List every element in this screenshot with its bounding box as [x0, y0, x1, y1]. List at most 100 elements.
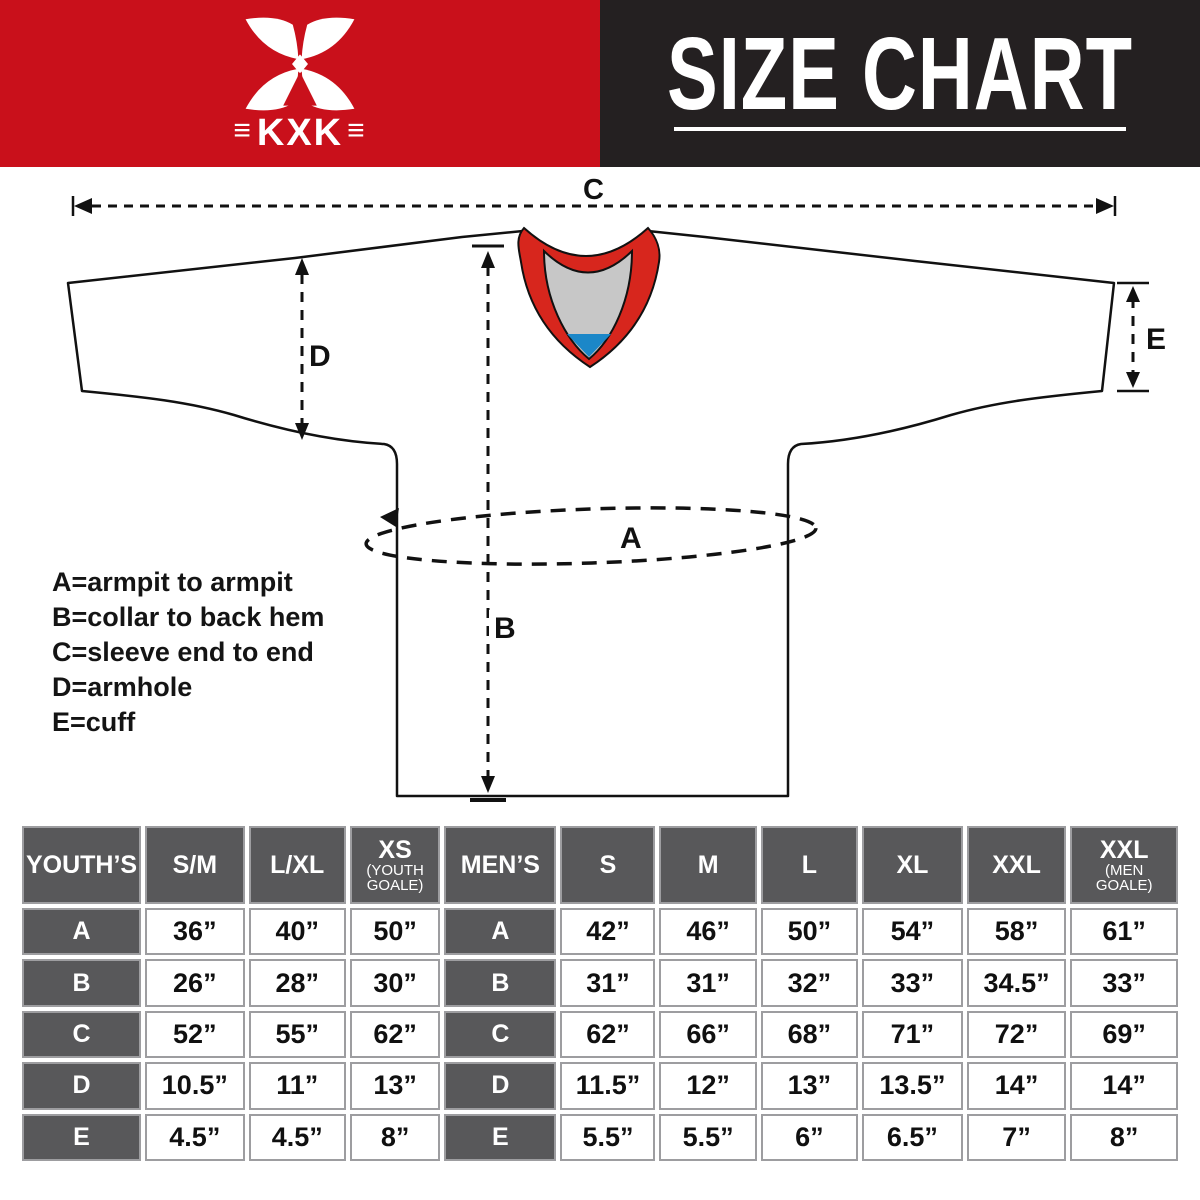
row-label: E: [22, 1113, 142, 1161]
table-cell: 33”: [862, 959, 963, 1007]
table-cell: 69”: [1070, 1010, 1178, 1059]
collar-insert: [567, 334, 611, 357]
table-cell: 40”: [248, 908, 346, 956]
row-label: E: [444, 1113, 557, 1161]
marker-a: A: [620, 522, 642, 555]
table-cell: 13.5”: [862, 1062, 963, 1110]
table-cell: 7”: [966, 1113, 1067, 1161]
legend-line-d: D=armhole: [52, 672, 192, 702]
table-cell: 4.5”: [145, 1113, 245, 1161]
logo-word: KXK: [256, 111, 344, 154]
table-cell: 50”: [760, 908, 859, 956]
col-header-m: M: [659, 826, 757, 904]
table-cell: 14”: [966, 1062, 1067, 1110]
table-cell: 30”: [349, 959, 441, 1007]
legend-line-e: E=cuff: [52, 707, 136, 737]
size-table: YOUTH’S S/M L/XL XS (YOUTH GOALE) MEN’S …: [18, 822, 1182, 1165]
legend-line-c: C=sleeve end to end: [52, 637, 314, 667]
table-cell: 34.5”: [966, 959, 1067, 1007]
table-cell: 62”: [349, 1010, 441, 1059]
header-banner: ≡ KXK ≡ SIZE CHART: [0, 0, 1200, 167]
col-header-mens: MEN’S: [444, 826, 557, 904]
kxk-logo-mark: [245, 17, 355, 110]
page-title: SIZE CHART: [667, 16, 1133, 132]
table-cell: 46”: [659, 908, 757, 956]
col-header-xl: XL: [862, 826, 963, 904]
table-cell: 62”: [560, 1010, 656, 1059]
table-cell: 8”: [1070, 1113, 1178, 1161]
row-label: B: [444, 959, 557, 1007]
row-label: C: [444, 1010, 557, 1059]
measurement-arrow-e: [1117, 281, 1149, 393]
legend-line-b: B=collar to back hem: [52, 602, 324, 632]
marker-b: B: [494, 612, 516, 645]
table-row-d: D 10.5” 11” 13” D 11.5” 12” 13” 13.5” 14…: [22, 1062, 1178, 1110]
table-cell: 55”: [248, 1010, 346, 1059]
col-header-l: L: [760, 826, 859, 904]
size-table-wrap: YOUTH’S S/M L/XL XS (YOUTH GOALE) MEN’S …: [18, 822, 1182, 1165]
table-cell: 8”: [349, 1113, 441, 1161]
row-label: C: [22, 1010, 142, 1059]
table-cell: 13”: [760, 1062, 859, 1110]
col-header-xxl: XXL: [966, 826, 1067, 904]
col-header-s: S: [560, 826, 656, 904]
table-cell: 66”: [659, 1010, 757, 1059]
table-cell: 28”: [248, 959, 346, 1007]
measurement-arrow-b: [470, 244, 506, 802]
table-cell: 36”: [145, 908, 245, 956]
brand-banner: ≡ KXK ≡: [0, 0, 600, 167]
marker-c: C: [583, 174, 604, 206]
table-cell: 58”: [966, 908, 1067, 956]
table-cell: 31”: [659, 959, 757, 1007]
col-header-lxl: L/XL: [248, 826, 346, 904]
marker-e: E: [1146, 323, 1166, 356]
table-cell: 13”: [349, 1062, 441, 1110]
table-cell: 11.5”: [560, 1062, 656, 1110]
table-cell: 32”: [760, 959, 859, 1007]
table-header-row: YOUTH’S S/M L/XL XS (YOUTH GOALE) MEN’S …: [22, 826, 1178, 904]
table-cell: 33”: [1070, 959, 1178, 1007]
marker-a-backing: [612, 518, 654, 552]
row-label: A: [22, 908, 142, 956]
table-cell: 5.5”: [560, 1113, 656, 1161]
kxk-logo: ≡ KXK ≡: [221, 16, 379, 152]
title-underline: [674, 126, 1126, 131]
table-row-a: A 36” 40” 50” A 42” 46” 50” 54” 58” 61”: [22, 908, 1178, 956]
table-cell: 26”: [145, 959, 245, 1007]
table-cell: 72”: [966, 1010, 1067, 1059]
table-cell: 12”: [659, 1062, 757, 1110]
table-cell: 6”: [760, 1113, 859, 1161]
table-row-e: E 4.5” 4.5” 8” E 5.5” 5.5” 6” 6.5” 7” 8”: [22, 1113, 1178, 1161]
table-cell: 52”: [145, 1010, 245, 1059]
measurement-arrow-d: [295, 258, 309, 440]
col-header-xxl-goalie: XXL (MEN GOALE): [1070, 826, 1178, 904]
marker-b-backing: [489, 610, 517, 644]
table-cell: 6.5”: [862, 1113, 963, 1161]
collar-inner: [542, 248, 634, 361]
table-cell: 5.5”: [659, 1113, 757, 1161]
row-label: B: [22, 959, 142, 1007]
logo-bars-right: ≡: [347, 113, 367, 147]
logo-bars-left: ≡: [233, 113, 253, 147]
page-title-wrap: SIZE CHART: [667, 23, 1133, 131]
jersey-diagram: C D B E: [52, 174, 1166, 802]
table-cell: 68”: [760, 1010, 859, 1059]
col-header-sm: S/M: [145, 826, 245, 904]
title-banner: SIZE CHART: [600, 0, 1200, 167]
table-cell: 42”: [560, 908, 656, 956]
table-cell: 50”: [349, 908, 441, 956]
table-row-b: B 26” 28” 30” B 31” 31” 32” 33” 34.5” 33…: [22, 959, 1178, 1007]
kxk-logo-text: ≡ KXK ≡: [233, 114, 366, 152]
table-cell: 4.5”: [248, 1113, 346, 1161]
legend-line-a: A=armpit to armpit: [52, 567, 293, 597]
measurement-legend: A=armpit to armpit B=collar to back hem …: [52, 567, 324, 737]
row-label: D: [444, 1062, 557, 1110]
table-cell: 31”: [560, 959, 656, 1007]
table-cell: 11”: [248, 1062, 346, 1110]
marker-d: D: [309, 340, 331, 373]
row-label: A: [444, 908, 557, 956]
row-label: D: [22, 1062, 142, 1110]
table-cell: 54”: [862, 908, 963, 956]
table-cell: 71”: [862, 1010, 963, 1059]
table-row-c: C 52” 55” 62” C 62” 66” 68” 71” 72” 69”: [22, 1010, 1178, 1059]
